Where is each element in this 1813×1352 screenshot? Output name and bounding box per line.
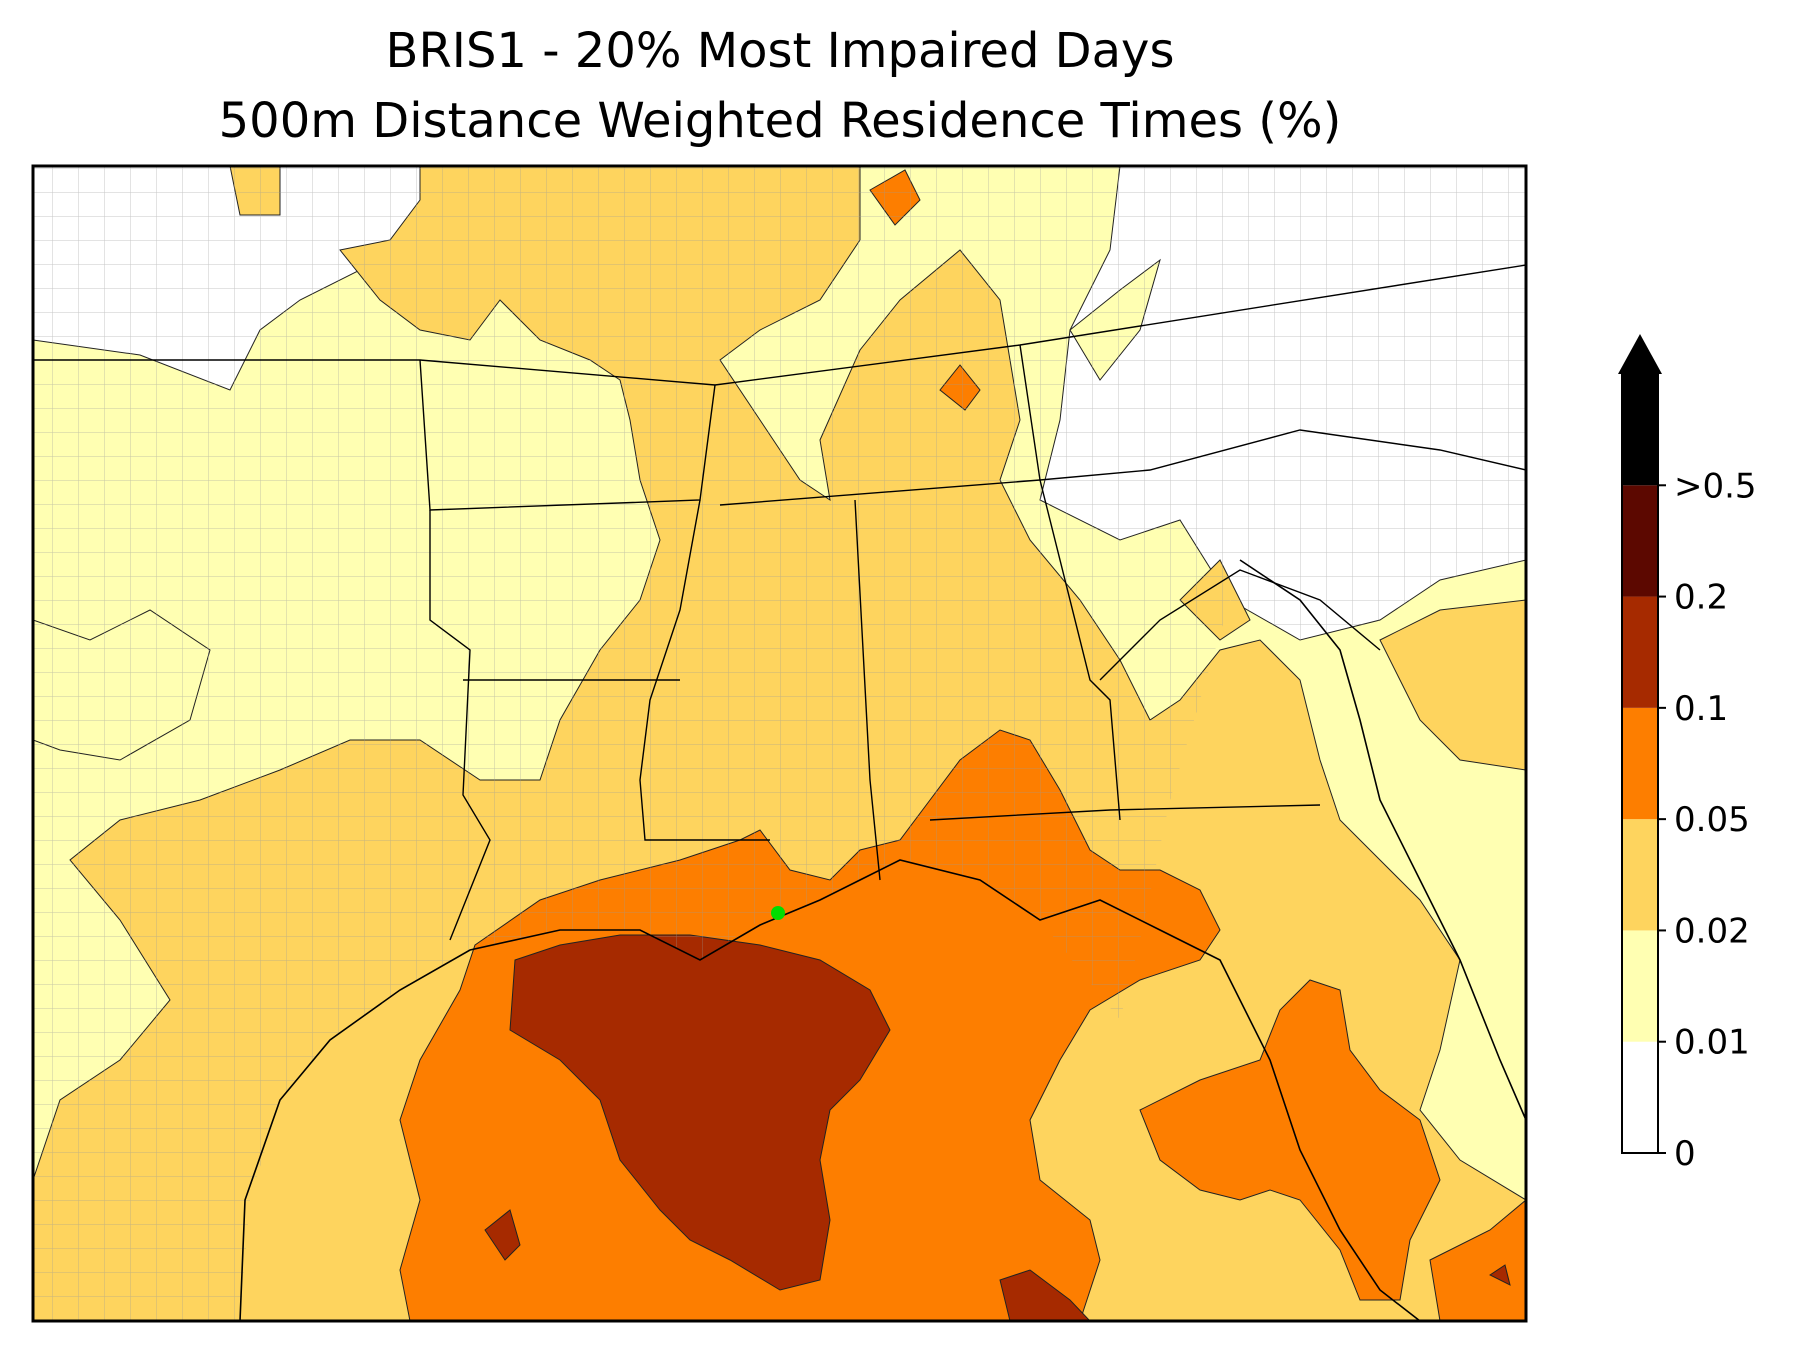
colorbar-swatch <box>1622 596 1658 708</box>
contour-field <box>33 166 1526 1321</box>
colorbar-extend-arrow <box>1618 334 1662 374</box>
colorbar-swatch <box>1622 485 1658 597</box>
county-boundaries <box>33 166 1526 1321</box>
colorbar-tick-label: 0.02 <box>1674 911 1750 951</box>
gulf-coastline <box>239 859 1421 1321</box>
chart-title-line-1: BRIS1 - 20% Most Impaired Days <box>385 23 1175 79</box>
colorbar-swatch <box>1622 374 1658 486</box>
chart-title-line-2: 500m Distance Weighted Residence Times (… <box>218 93 1342 149</box>
monitoring-site-marker <box>771 906 785 920</box>
colorbar-swatch <box>1622 930 1658 1042</box>
colorbar-tick-label: 0.01 <box>1674 1023 1750 1063</box>
colorbar-tick-label: 0 <box>1674 1134 1696 1174</box>
colorbar-tick-label: >0.5 <box>1674 466 1757 506</box>
colorbar-tick-label: 0.2 <box>1674 578 1728 618</box>
colorbar-swatch <box>1622 1041 1658 1153</box>
colorbar-tick-label: 0.05 <box>1674 800 1750 840</box>
colorbar-swatch <box>1622 707 1658 820</box>
colorbar-swatches <box>1621 373 1659 1154</box>
contour-level-0.1 <box>484 934 1511 1321</box>
colorbar-swatch <box>1622 819 1658 931</box>
map-frame <box>31 164 1528 1323</box>
colorbar-labels: 0 0.01 0.02 0.05 0.1 0.2 >0.5 <box>1658 466 1757 1174</box>
state-borders <box>33 264 1526 941</box>
colorbar-tick-label: 0.1 <box>1674 689 1728 729</box>
atlantic-coastline <box>1239 559 1526 1121</box>
